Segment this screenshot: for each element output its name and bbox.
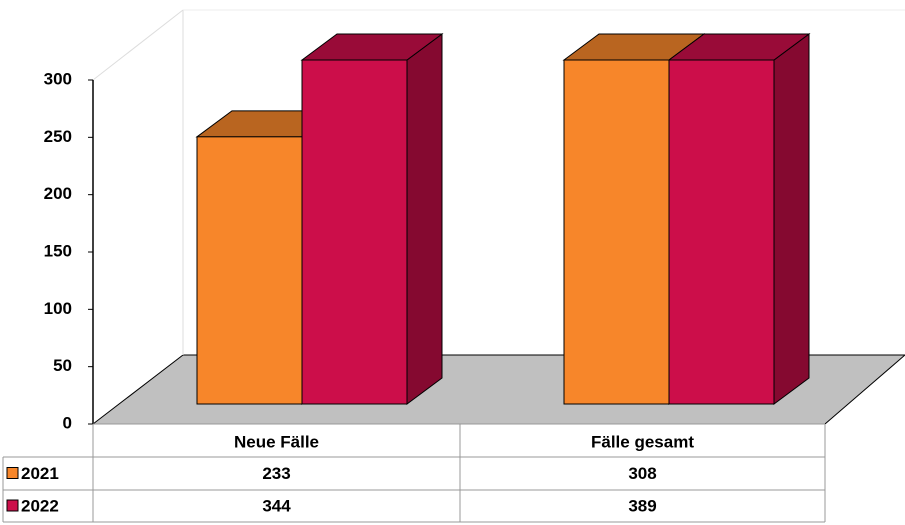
bar [668,59,775,405]
side-wall-top [92,9,184,81]
y-tick-label: 250 [44,127,72,146]
table-header: Fälle gesamt [591,432,694,451]
table-header: Neue Fälle [234,432,319,451]
legend-swatch [6,467,19,479]
y-tick-label: 200 [44,184,72,203]
legend-swatch [6,499,19,512]
legend-label: 2022 [21,496,59,515]
y-tick-label: 50 [53,356,72,375]
bar [301,59,408,405]
table-value: 389 [628,496,656,515]
bar [563,59,670,405]
bar [196,136,303,405]
y-tick-label: 100 [44,299,72,318]
y-tick-label: 150 [44,241,72,260]
y-tick-label: 0 [63,413,72,432]
bar-side [406,33,443,405]
legend-label: 2021 [21,464,59,483]
table-value: 344 [262,496,291,515]
table-value: 233 [262,464,290,483]
bar-side [773,33,810,405]
y-tick-label: 300 [44,69,72,88]
table-value: 308 [628,464,656,483]
